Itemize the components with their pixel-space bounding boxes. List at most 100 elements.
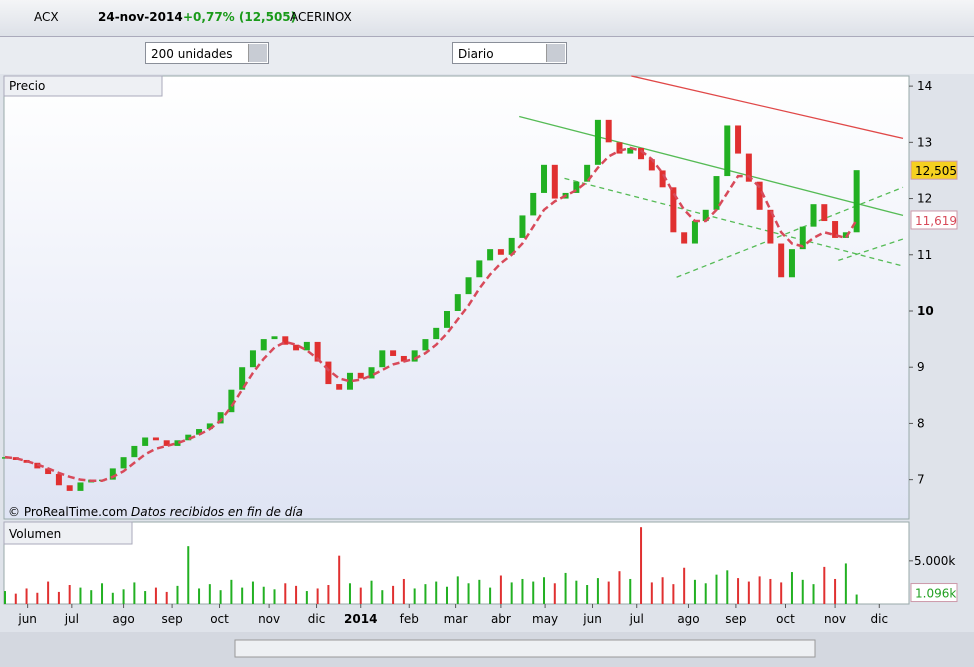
x-tick-label: nov bbox=[258, 612, 280, 626]
candle bbox=[594, 119, 601, 165]
units-dropdown[interactable]: 200 unidades bbox=[145, 42, 269, 64]
candle bbox=[713, 176, 720, 210]
volume-bar bbox=[57, 591, 60, 604]
candle bbox=[163, 440, 170, 446]
candle bbox=[853, 170, 860, 233]
volume-bar bbox=[284, 583, 287, 604]
volume-bar bbox=[445, 586, 448, 604]
volume-header bbox=[3, 521, 133, 545]
candle bbox=[152, 437, 159, 441]
candle bbox=[120, 457, 127, 469]
volume-bar bbox=[305, 591, 308, 604]
volume-bar bbox=[424, 584, 427, 604]
candle bbox=[454, 294, 461, 311]
candle bbox=[842, 232, 849, 238]
volume-bar bbox=[327, 585, 330, 604]
volume-bar bbox=[370, 580, 373, 604]
candle bbox=[508, 237, 515, 255]
toolbar: 200 unidades Diario bbox=[0, 37, 974, 74]
candle bbox=[616, 142, 623, 154]
candle bbox=[702, 209, 709, 222]
candle bbox=[174, 440, 181, 446]
volume-bar bbox=[4, 591, 6, 604]
candle bbox=[325, 361, 332, 385]
volume-bar bbox=[144, 591, 147, 604]
candle bbox=[390, 350, 397, 356]
volume-bar bbox=[790, 572, 793, 604]
x-tick-label: sep bbox=[161, 612, 182, 626]
trendline bbox=[564, 177, 904, 267]
volume-bar bbox=[14, 593, 17, 604]
candle bbox=[66, 485, 73, 491]
x-tick-label: abr bbox=[491, 612, 511, 626]
volume-bar bbox=[154, 587, 157, 604]
candle bbox=[767, 209, 774, 244]
volume-bar bbox=[844, 563, 847, 604]
candle bbox=[303, 341, 310, 351]
volume-bar bbox=[133, 582, 136, 604]
candle bbox=[724, 125, 731, 177]
volume-bar bbox=[575, 580, 578, 604]
volume-bar bbox=[90, 590, 93, 604]
candle bbox=[832, 221, 839, 238]
volume-bar bbox=[251, 581, 254, 604]
moving-average bbox=[4, 146, 858, 483]
period-text: Diario bbox=[458, 47, 494, 61]
volume-bar bbox=[413, 588, 416, 604]
y-tick-label: 11 bbox=[917, 248, 932, 262]
volume-bar bbox=[834, 578, 837, 604]
y-tick-label: 8 bbox=[917, 416, 925, 430]
volume-bar bbox=[521, 578, 524, 604]
x-tick-label: dic bbox=[871, 612, 889, 626]
volume-bar bbox=[111, 592, 114, 604]
candle bbox=[336, 384, 343, 390]
note: Datos recibidos en fin de día bbox=[131, 505, 303, 519]
volume-bar bbox=[187, 546, 190, 604]
instrument-name: ACERINOX bbox=[290, 10, 352, 24]
volume-bar bbox=[25, 588, 28, 604]
volume-bar bbox=[553, 583, 556, 604]
volume-title: Volumen bbox=[9, 527, 61, 541]
volume-bar bbox=[435, 581, 438, 604]
volume-bar bbox=[780, 582, 783, 604]
candle bbox=[185, 434, 192, 441]
period-dropdown[interactable]: Diario bbox=[452, 42, 567, 64]
volume-bar bbox=[586, 585, 589, 604]
scroll-thumb[interactable] bbox=[234, 639, 816, 658]
candle bbox=[788, 249, 795, 278]
ticker[interactable]: ACX bbox=[34, 10, 59, 24]
candle bbox=[142, 437, 149, 446]
y-tick-label: 14 bbox=[917, 79, 932, 93]
title-bar: ACX 24-nov-2014 +0,77% (12,505) ACERINOX bbox=[0, 0, 974, 37]
volume-bar bbox=[122, 589, 125, 604]
volume-bar bbox=[101, 583, 104, 604]
volume-bar bbox=[338, 555, 341, 604]
candle bbox=[260, 339, 267, 351]
candle bbox=[314, 341, 321, 362]
volume-bar bbox=[499, 575, 502, 604]
candle bbox=[519, 215, 526, 238]
volume-bar bbox=[359, 587, 362, 604]
candle bbox=[659, 170, 666, 188]
volume-bar bbox=[198, 588, 201, 604]
candle bbox=[487, 249, 494, 261]
candle bbox=[357, 372, 364, 379]
x-tick-label: jun bbox=[582, 612, 602, 626]
volume-bar bbox=[219, 590, 222, 604]
volume-bar bbox=[467, 583, 470, 604]
change: +0,77% (12,505) bbox=[183, 10, 297, 24]
x-tick-label: jul bbox=[64, 612, 79, 626]
volume-bar bbox=[596, 578, 599, 604]
y-tick-label: 7 bbox=[917, 473, 925, 487]
candle bbox=[411, 350, 418, 362]
candle bbox=[293, 344, 300, 351]
candle bbox=[271, 336, 278, 340]
date: 24-nov-2014 bbox=[98, 10, 183, 24]
volume-bar bbox=[402, 578, 405, 604]
x-tick-label: dic bbox=[308, 612, 326, 626]
volume-bar bbox=[489, 587, 492, 604]
volume-bar bbox=[661, 577, 664, 604]
candle bbox=[217, 412, 224, 424]
ma-last: 11,619 bbox=[915, 214, 957, 228]
